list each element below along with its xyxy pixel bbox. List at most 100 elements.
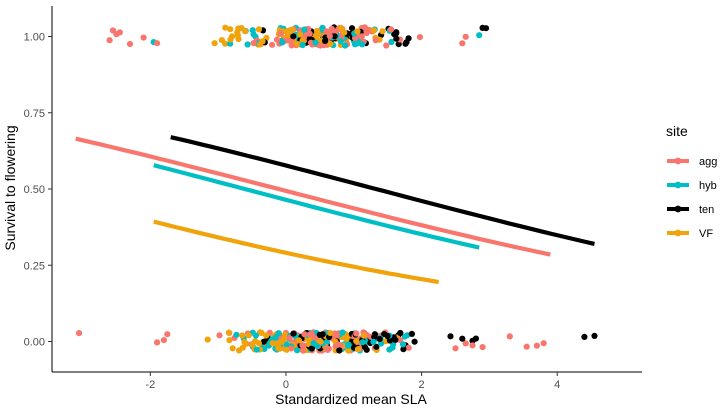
x-tick-label: 4	[554, 379, 560, 391]
data-point-hyb	[279, 39, 286, 46]
data-point-agg	[335, 341, 342, 348]
data-point-ten	[376, 335, 383, 343]
data-point-ten	[290, 330, 297, 337]
data-point-ten	[392, 336, 399, 343]
data-point-agg	[273, 36, 281, 43]
data-point-ten	[319, 331, 326, 338]
fit-line-vf	[153, 219, 439, 285]
data-point-vf	[239, 344, 246, 351]
data-point-vf	[227, 26, 234, 33]
data-point-ten	[371, 333, 378, 340]
data-point-ten	[361, 344, 369, 351]
legend-key-point-vf	[674, 229, 682, 237]
data-point-agg	[285, 37, 292, 44]
data-point-vf	[226, 337, 233, 344]
data-point-hyb	[252, 332, 259, 339]
data-point-agg	[323, 28, 330, 35]
y-tick-label: 0.00	[24, 337, 45, 349]
data-point-agg	[277, 30, 284, 37]
data-point-vf	[341, 29, 348, 36]
data-point-agg	[462, 340, 469, 347]
data-point-ten	[408, 330, 415, 337]
data-point-agg	[288, 42, 295, 49]
data-point-vf	[379, 28, 386, 35]
data-point-agg	[216, 332, 223, 339]
data-point-hyb	[345, 342, 352, 349]
data-point-agg	[250, 40, 257, 47]
data-point-vf	[314, 27, 321, 35]
data-point-ten	[482, 25, 490, 32]
data-point-agg	[357, 33, 364, 40]
data-point-vf	[263, 332, 270, 339]
data-point-vf	[281, 334, 288, 342]
data-point-ten	[411, 338, 418, 345]
data-point-vf	[225, 329, 232, 336]
data-point-hyb	[250, 31, 257, 38]
data-point-agg	[333, 331, 341, 339]
data-point-ten	[336, 347, 343, 354]
data-point-vf	[255, 26, 262, 33]
data-point-ten	[459, 335, 466, 342]
data-point-vf	[258, 329, 265, 336]
data-point-agg	[523, 343, 530, 350]
legend-title: site	[666, 123, 688, 139]
data-point-agg	[126, 40, 134, 48]
data-point-agg	[452, 345, 459, 352]
data-point-hyb	[294, 347, 301, 354]
legend-label-ten: ten	[699, 204, 714, 216]
data-point-hyb	[275, 330, 282, 337]
data-point-vf	[354, 346, 362, 353]
data-point-vf	[370, 27, 378, 34]
axis-ticks: -2 0 2 4 0.00 0.25 0.50 0.75 1.00	[24, 32, 561, 392]
data-point-ten	[322, 37, 329, 45]
points-layer	[76, 24, 598, 354]
data-point-vf	[354, 28, 361, 35]
data-point-hyb	[310, 340, 317, 347]
data-point-ten	[581, 333, 588, 340]
data-point-agg	[416, 34, 423, 41]
data-point-vf	[249, 341, 256, 348]
data-point-vf	[345, 347, 352, 354]
data-point-hyb	[401, 333, 408, 340]
data-point-vf	[353, 338, 360, 345]
data-point-hyb	[353, 40, 361, 47]
data-point-hyb	[386, 346, 393, 353]
data-point-agg	[533, 342, 541, 349]
data-point-vf	[327, 40, 334, 48]
legend-label-vf: VF	[699, 228, 713, 240]
data-point-vf	[257, 41, 264, 48]
y-tick-label: 0.50	[24, 184, 45, 196]
data-point-agg	[301, 331, 308, 338]
fit-line-hyb	[153, 163, 480, 250]
data-point-agg	[299, 347, 306, 354]
data-point-agg	[387, 26, 395, 33]
x-tick-label: 2	[419, 379, 425, 391]
legend: site agg hyb ten VF	[666, 123, 717, 240]
data-point-agg	[540, 340, 547, 347]
data-point-vf	[317, 338, 324, 345]
data-point-ten	[397, 329, 404, 337]
data-point-vf	[299, 37, 306, 44]
data-point-ten	[469, 337, 476, 344]
data-point-ten	[393, 30, 400, 37]
data-point-vf	[360, 332, 367, 339]
legend-label-agg: agg	[699, 156, 717, 168]
y-tick-label: 0.75	[24, 108, 45, 120]
data-point-agg	[462, 33, 469, 40]
data-point-agg	[469, 342, 476, 349]
data-point-hyb	[244, 41, 251, 48]
data-point-vf	[274, 340, 281, 348]
data-point-agg	[269, 41, 276, 48]
data-point-vf	[245, 332, 252, 339]
data-point-vf	[283, 346, 290, 353]
data-point-vf	[269, 340, 276, 347]
data-point-agg	[154, 40, 161, 47]
data-point-ten	[393, 35, 400, 42]
data-point-agg	[323, 345, 331, 352]
data-point-ten	[400, 346, 407, 353]
x-tick-label: 0	[283, 379, 289, 391]
data-point-hyb	[370, 338, 377, 345]
data-point-hyb	[261, 345, 268, 353]
y-tick-label: 1.00	[24, 32, 45, 44]
